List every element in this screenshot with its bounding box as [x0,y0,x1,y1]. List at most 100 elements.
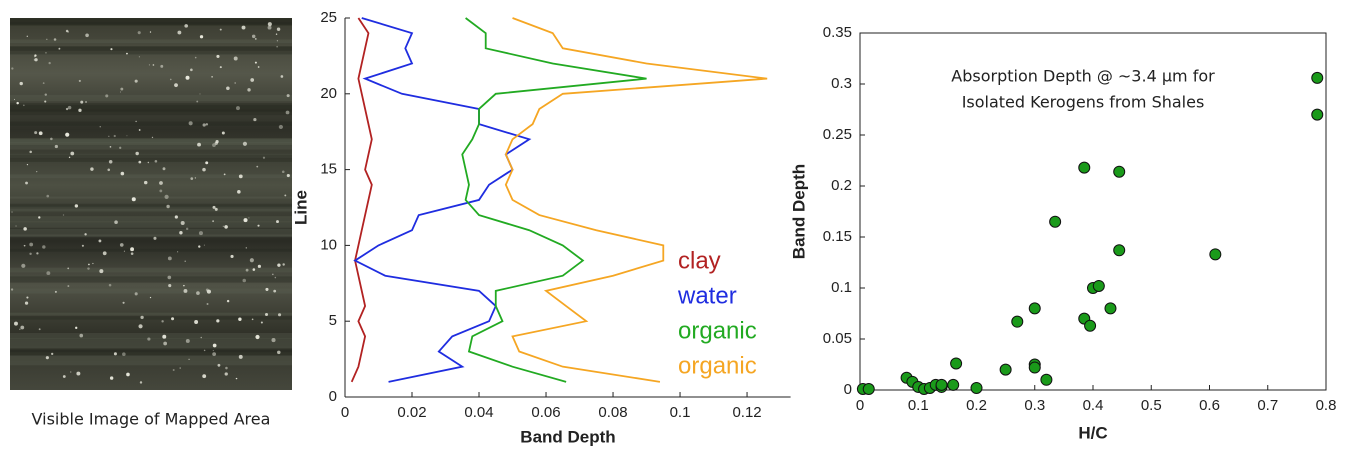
x-tick-label: 0.02 [397,404,426,421]
image-speck [159,181,163,185]
image-speck [148,64,151,66]
image-speck [249,258,254,263]
image-speck [122,301,125,304]
image-speck [183,284,185,287]
image-speck [235,377,238,380]
image-speck [79,333,84,338]
image-speck [154,159,158,163]
image-speck [196,100,199,103]
image-speck [277,350,281,355]
image-speck [251,318,254,321]
image-speck [174,83,178,88]
image-speck [203,244,205,246]
image-speck [147,161,150,164]
image-speck [262,156,266,159]
image-speck [169,78,172,81]
image-speck [138,324,143,329]
image-speck [256,165,259,168]
image-speck [219,66,222,69]
y-tick-label: 0.3 [831,75,852,92]
image-streak [10,316,292,320]
image-speck [119,91,122,93]
image-speck [134,79,138,83]
point [862,382,875,395]
image-speck [174,215,178,219]
point [999,363,1012,376]
image-speck [13,98,16,100]
image-speck [206,302,209,305]
image-speck [185,75,190,80]
image-speck [109,146,112,148]
image-streak [10,216,292,223]
image-speck [126,372,130,377]
image-speck [20,325,25,330]
image-speck [250,78,255,82]
image-speck [25,181,28,185]
image-speck [260,321,263,324]
image-speck [179,367,182,369]
image-streak [10,138,292,145]
image-speck [255,334,260,340]
image-speck [122,352,126,356]
image-speck [99,126,101,128]
image-speck [70,371,72,373]
image-speck [36,171,38,173]
image-speck [81,244,84,247]
image-speck [108,283,112,287]
image-speck [42,82,45,84]
image-speck [172,368,175,371]
image-speck [19,81,23,86]
image-speck [10,288,14,291]
image-speck [36,252,39,255]
y-tick-label: 10 [320,236,337,253]
image-speck [194,56,197,59]
y-tick-label: 20 [320,85,337,102]
image-speck [177,251,179,253]
image-speck [234,82,236,84]
image-speck [205,123,209,126]
image-speck [188,358,190,360]
image-speck [51,352,54,356]
image-speck [167,275,172,280]
image-speck [119,243,124,247]
image-speck [199,93,201,95]
image-speck [23,244,26,247]
image-speck [286,173,290,178]
image-streak [10,332,292,339]
image-streak [10,205,292,209]
image-speck [65,107,69,111]
image-streak [10,46,292,51]
point [1049,215,1062,228]
image-speck [226,299,230,303]
x-axis-label: Band Depth [520,427,615,446]
image-speck [147,337,151,341]
image-speck [214,207,218,211]
y-tick-label: 0.35 [823,24,852,41]
image-caption: Visible Image of Mapped Area [32,410,271,429]
image-speck [190,68,193,72]
image-speck [265,312,269,316]
image-speck [107,168,111,172]
image-speck [198,245,201,248]
image-streak [10,39,292,44]
image-speck [280,75,284,78]
point [1113,165,1126,178]
image-speck [85,101,87,103]
point [1311,71,1324,84]
image-streak [10,104,292,113]
x-tick-label: 0.1 [908,397,929,414]
image-speck [139,381,143,384]
image-speck [138,129,141,131]
image-speck [285,110,290,115]
image-speck [98,239,102,243]
image-streak [10,206,292,212]
image-speck [273,289,277,293]
image-speck [276,27,281,31]
image-speck [50,137,53,141]
image-speck [224,372,228,376]
image-speck [67,285,70,288]
image-speck [24,301,29,305]
image-speck [275,33,278,35]
image-streak [10,338,292,341]
image-streak [10,21,292,26]
